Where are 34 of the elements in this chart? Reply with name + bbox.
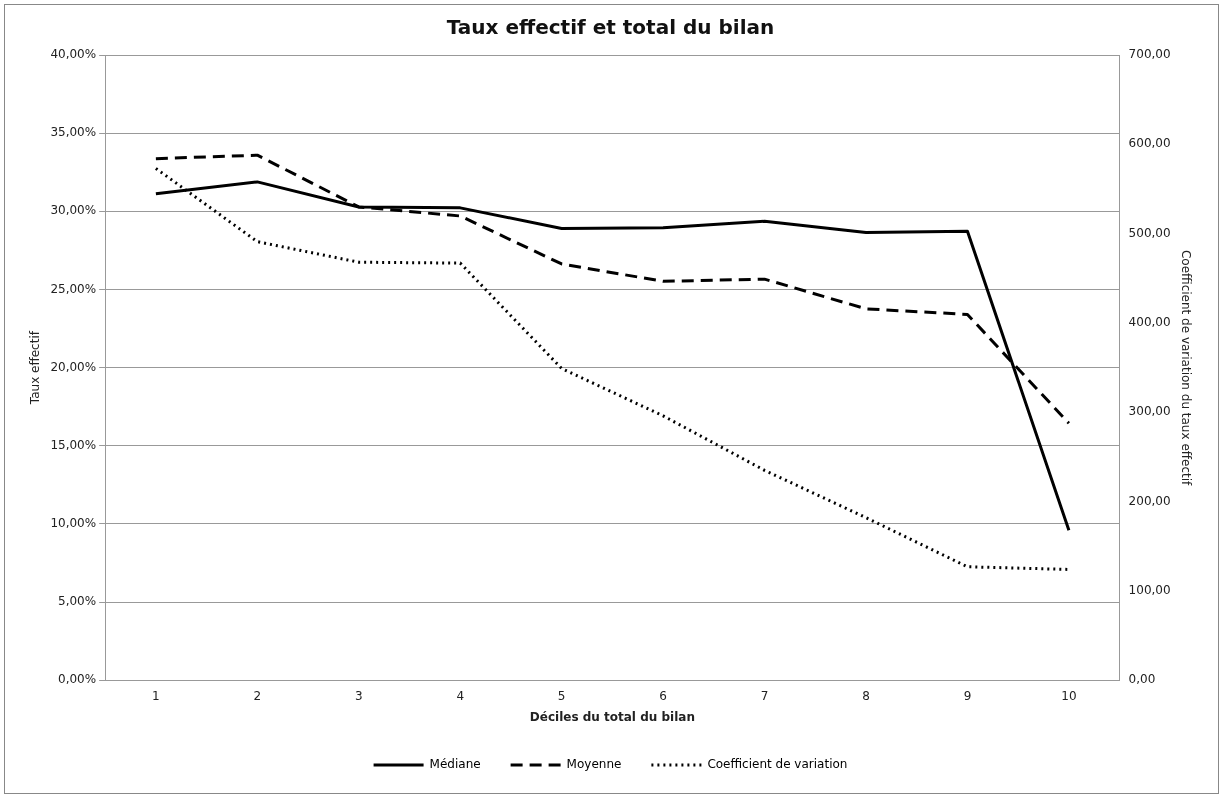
x-tick-label: 9 [963, 688, 972, 703]
x-tick-label: 2 [253, 688, 262, 703]
y-tick-label: 0,00% [58, 672, 97, 687]
y-tick-label: 35,00% [50, 125, 97, 140]
x-tick-label: 8 [862, 688, 870, 703]
y-tick-label: 15,00% [50, 437, 97, 452]
x-tick-label: 6 [659, 688, 667, 703]
x-tick-label: 7 [760, 688, 769, 703]
y2-tick-label: 500,00 [1128, 225, 1171, 240]
y-tick-label: 10,00% [50, 516, 97, 531]
y-tick-label: 30,00% [50, 203, 97, 218]
x-tick-label: 5 [557, 688, 566, 703]
legend-label: Médiane [429, 757, 481, 772]
x-tick-label: 3 [354, 688, 363, 703]
y-tick-label: 5,00% [58, 594, 97, 609]
y2-tick-label: 300,00 [1128, 404, 1171, 419]
y-tick-label: 40,00% [50, 47, 97, 62]
legend-label: Coefficient de variation [707, 757, 848, 772]
y2-tick-label: 200,00 [1128, 493, 1171, 508]
y2-axis-title: Coefficient de variation du taux effectif [1178, 249, 1193, 487]
x-tick-label: 10 [1061, 688, 1077, 703]
y-tick-label: 20,00% [50, 359, 97, 374]
y-tick-label: 25,00% [50, 281, 97, 296]
y2-tick-label: 400,00 [1128, 315, 1171, 330]
chart-title: Taux effectif et total du bilan [446, 15, 775, 40]
legend-label: Moyenne [566, 757, 622, 772]
x-tick-label: 1 [152, 688, 160, 703]
y-axis-title: Taux effectif [28, 330, 43, 406]
y2-tick-label: 0,00 [1128, 672, 1156, 687]
x-axis-title: Déciles du total du bilan [529, 709, 695, 724]
y2-tick-label: 100,00 [1128, 583, 1171, 598]
y2-tick-label: 600,00 [1128, 136, 1171, 151]
y2-tick-label: 700,00 [1128, 47, 1171, 62]
x-tick-label: 4 [456, 688, 465, 703]
